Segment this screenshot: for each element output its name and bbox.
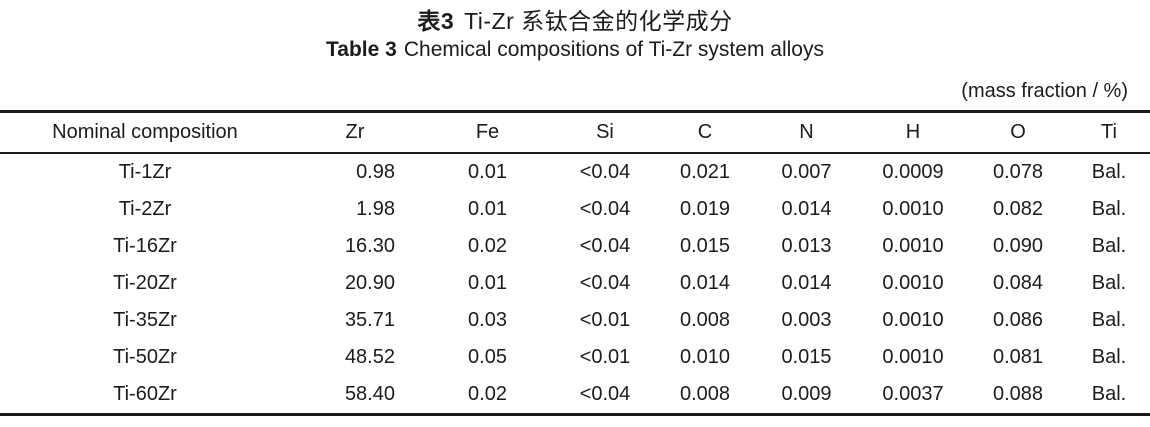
- cell-zr: 58.40: [344, 383, 395, 405]
- cell-si: <0.04: [579, 383, 631, 405]
- cell-h: 0.0009: [882, 161, 944, 183]
- cell-o: 0.084: [992, 272, 1044, 294]
- table-row: Ti-16Zr 16.30 0.02 <0.04 0.015 0.013 0.0…: [0, 228, 1150, 265]
- table-row: Ti-50Zr 48.52 0.05 <0.01 0.010 0.015 0.0…: [0, 339, 1150, 376]
- cell-nominal-composition: Ti-35Zr: [113, 309, 177, 331]
- cell-h: 0.0037: [882, 383, 944, 405]
- cell-h: 0.0010: [882, 272, 944, 294]
- cell-n: 0.007: [781, 161, 832, 183]
- column-header-si: Si: [596, 121, 614, 143]
- column-header-fe: Fe: [475, 121, 500, 143]
- cell-ti: Bal.: [1091, 235, 1127, 257]
- column-header-zr: Zr: [345, 121, 365, 143]
- cell-h: 0.0010: [882, 235, 944, 257]
- cell-c: 0.008: [679, 383, 731, 405]
- cell-fe: 0.03: [468, 309, 507, 331]
- cell-o: 0.081: [992, 346, 1044, 368]
- cell-zr: 48.52: [344, 346, 395, 368]
- table-title-zh-text: Ti-Zr 系钛合金的化学成分: [464, 8, 733, 34]
- table-row: Ti-1Zr 0.98 0.01 <0.04 0.021 0.007 0.000…: [0, 153, 1150, 191]
- cell-si: <0.01: [579, 346, 631, 368]
- cell-h: 0.0010: [882, 309, 944, 331]
- cell-si: <0.01: [579, 309, 631, 331]
- cell-fe: 0.01: [468, 198, 507, 220]
- cell-o: 0.086: [992, 309, 1044, 331]
- cell-o: 0.090: [992, 235, 1044, 257]
- table-row: Ti-60Zr 58.40 0.02 <0.04 0.008 0.009 0.0…: [0, 376, 1150, 415]
- cell-si: <0.04: [579, 272, 631, 294]
- cell-n: 0.015: [781, 346, 832, 368]
- column-header-h: H: [905, 121, 921, 143]
- cell-ti: Bal.: [1091, 309, 1127, 331]
- cell-n: 0.014: [781, 272, 832, 294]
- cell-nominal-composition: Ti-20Zr: [113, 272, 177, 294]
- cell-ti: Bal.: [1091, 198, 1127, 220]
- cell-ti: Bal.: [1091, 346, 1127, 368]
- cell-ti: Bal.: [1091, 272, 1127, 294]
- cell-o: 0.078: [992, 161, 1044, 183]
- cell-si: <0.04: [579, 235, 631, 257]
- cell-zr: 35.71: [344, 309, 395, 331]
- cell-fe: 0.02: [468, 383, 507, 405]
- cell-c: 0.019: [679, 198, 731, 220]
- cell-nominal-composition: Ti-60Zr: [113, 383, 177, 405]
- column-header-c: C: [697, 121, 713, 143]
- cell-n: 0.009: [781, 383, 832, 405]
- cell-fe: 0.01: [468, 272, 507, 294]
- cell-o: 0.082: [992, 198, 1044, 220]
- cell-fe: 0.02: [468, 235, 507, 257]
- cell-n: 0.014: [781, 198, 832, 220]
- table-body: Ti-1Zr 0.98 0.01 <0.04 0.021 0.007 0.000…: [0, 153, 1150, 415]
- cell-zr: 20.90: [344, 272, 395, 294]
- column-header-o: O: [1010, 121, 1026, 143]
- composition-table: Nominal composition Zr Fe Si C N H O Ti …: [0, 110, 1150, 416]
- table-row: Ti-35Zr 35.71 0.03 <0.01 0.008 0.003 0.0…: [0, 302, 1150, 339]
- column-header-nominal-composition: Nominal composition: [52, 121, 238, 143]
- cell-si: <0.04: [579, 198, 631, 220]
- cell-o: 0.088: [992, 383, 1044, 405]
- cell-h: 0.0010: [882, 198, 944, 220]
- table-row: Ti-20Zr 20.90 0.01 <0.04 0.014 0.014 0.0…: [0, 265, 1150, 302]
- table-title-zh-number: 表3: [417, 8, 455, 34]
- cell-nominal-composition: Ti-1Zr: [118, 161, 172, 183]
- cell-nominal-composition: Ti-2Zr: [118, 198, 172, 220]
- table-title-en-text: Chemical compositions of Ti-Zr system al…: [403, 38, 824, 61]
- table-row: Ti-2Zr 1.98 0.01 <0.04 0.019 0.014 0.001…: [0, 191, 1150, 228]
- cell-zr: 0.98: [356, 161, 395, 183]
- cell-h: 0.0010: [882, 346, 944, 368]
- cell-nominal-composition: Ti-16Zr: [113, 235, 177, 257]
- cell-c: 0.015: [679, 235, 731, 257]
- cell-zr: 16.30: [344, 235, 395, 257]
- cell-si: <0.04: [579, 161, 631, 183]
- table-header: Nominal composition Zr Fe Si C N H O Ti: [0, 112, 1150, 153]
- table-title-zh: 表3 Ti-Zr 系钛合金的化学成分: [0, 6, 1150, 36]
- cell-nominal-composition: Ti-50Zr: [113, 346, 177, 368]
- cell-ti: Bal.: [1091, 161, 1127, 183]
- cell-n: 0.013: [781, 235, 832, 257]
- table-title-en: Table 3 Chemical compositions of Ti-Zr sy…: [0, 36, 1150, 64]
- cell-fe: 0.01: [468, 161, 507, 183]
- cell-c: 0.014: [679, 272, 731, 294]
- cell-fe: 0.05: [468, 346, 507, 368]
- cell-c: 0.021: [679, 161, 731, 183]
- cell-c: 0.010: [679, 346, 731, 368]
- table-title-en-number: Table 3: [326, 38, 397, 61]
- cell-ti: Bal.: [1091, 383, 1127, 405]
- cell-c: 0.008: [679, 309, 731, 331]
- cell-zr: 1.98: [356, 198, 395, 220]
- cell-n: 0.003: [781, 309, 832, 331]
- column-header-ti: Ti: [1101, 121, 1117, 143]
- column-header-n: N: [799, 121, 814, 143]
- unit-note: (mass fraction / %): [961, 80, 1128, 102]
- table-header-row: Nominal composition Zr Fe Si C N H O Ti: [0, 112, 1150, 153]
